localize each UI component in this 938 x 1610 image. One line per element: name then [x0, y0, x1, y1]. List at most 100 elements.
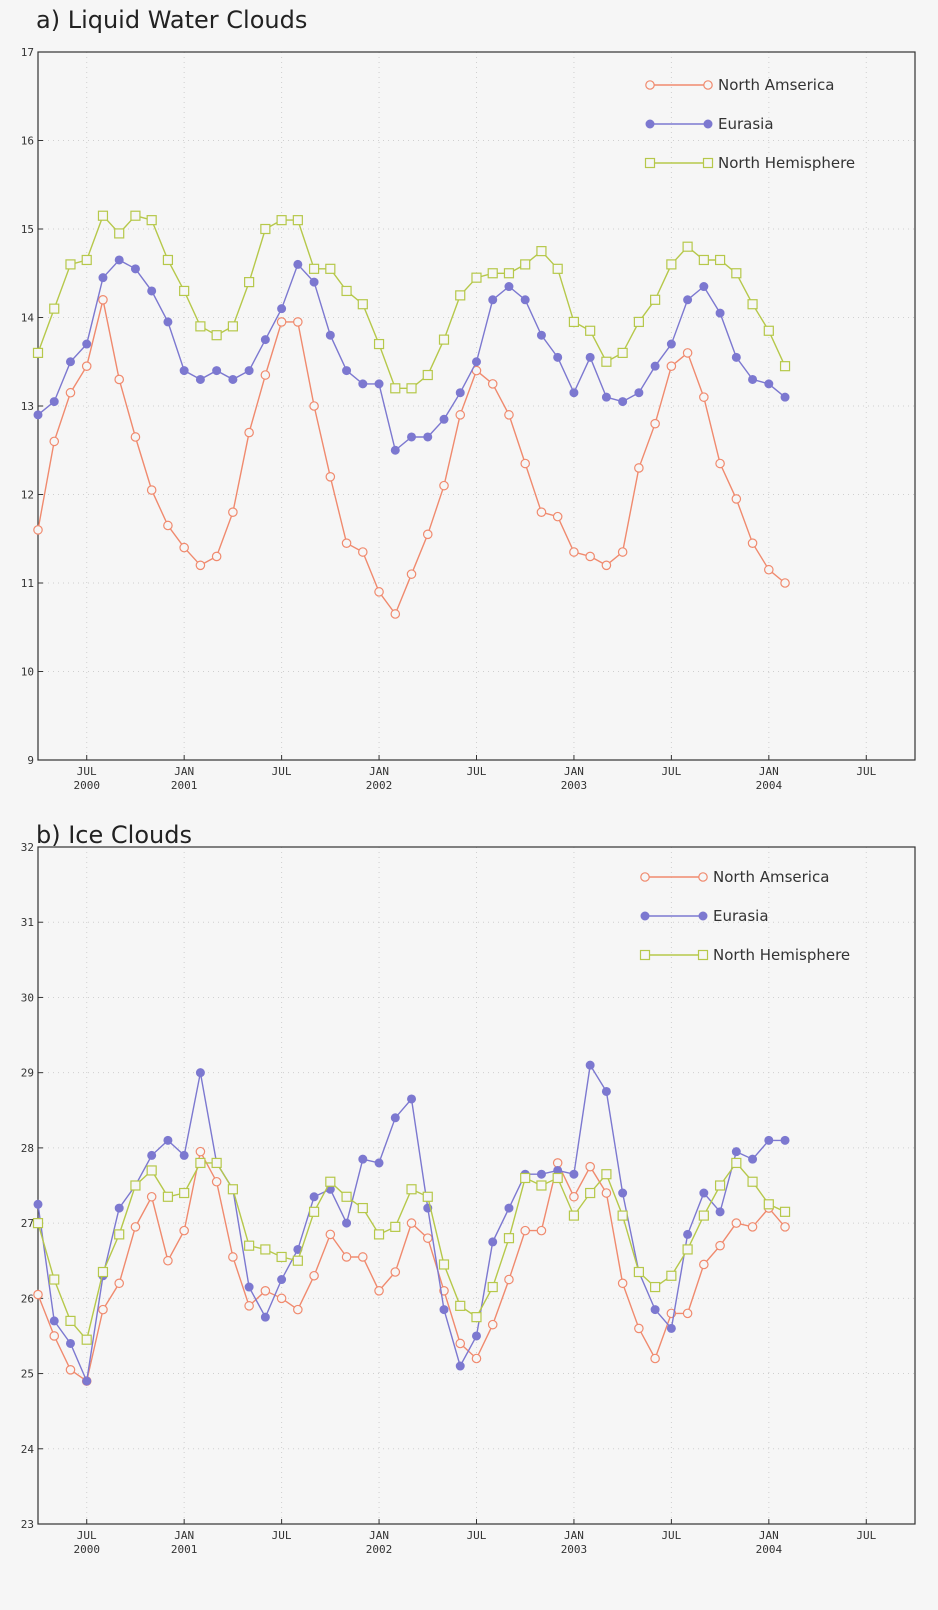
data-point	[65, 357, 75, 367]
x-tick-label: JAN	[369, 765, 389, 778]
data-point	[407, 1094, 417, 1104]
data-point	[487, 268, 498, 279]
data-point	[179, 1150, 189, 1160]
data-point	[536, 1169, 546, 1179]
data-point	[455, 410, 466, 420]
legend-marker	[702, 157, 714, 169]
legend-item: Eurasia	[645, 115, 774, 133]
y-tick-label: 15	[21, 223, 34, 236]
data-point	[357, 1202, 368, 1214]
legend-item: North Amserica	[645, 76, 834, 94]
data-point	[439, 414, 449, 424]
data-point	[406, 569, 417, 579]
data-point	[81, 1334, 92, 1345]
data-point	[455, 290, 466, 301]
data-point	[130, 1222, 141, 1232]
data-point	[764, 1135, 774, 1145]
data-point	[309, 1270, 319, 1281]
data-point	[390, 383, 401, 394]
x-tick-label: JUL	[272, 765, 292, 778]
data-point	[276, 1251, 287, 1263]
data-point	[536, 1180, 547, 1191]
data-point	[763, 1199, 774, 1210]
legend-item: North Hemisphere	[639, 946, 850, 964]
data-point	[698, 254, 709, 266]
data-point	[33, 525, 43, 535]
data-point	[520, 458, 531, 469]
data-point	[325, 1176, 336, 1187]
data-point	[715, 1207, 725, 1217]
x-tick-label: JAN	[369, 1529, 389, 1542]
legend-item: North Amserica	[640, 868, 829, 886]
data-point	[731, 1157, 742, 1169]
data-point	[33, 410, 43, 420]
data-point	[747, 1176, 758, 1187]
data-point	[585, 1060, 595, 1070]
data-point	[49, 1274, 60, 1285]
data-point	[650, 1353, 660, 1364]
data-point	[422, 369, 433, 381]
data-point	[504, 282, 514, 292]
data-point	[195, 374, 205, 384]
series-north-amserica	[33, 294, 790, 619]
data-point	[114, 255, 124, 265]
data-point	[763, 325, 774, 336]
data-point	[341, 1191, 352, 1202]
data-point	[130, 1180, 141, 1191]
data-point	[585, 1187, 596, 1199]
legend-label: North Hemisphere	[713, 946, 850, 964]
data-point	[504, 1274, 514, 1285]
data-point	[390, 609, 401, 619]
data-point	[520, 1172, 531, 1184]
data-point	[682, 241, 693, 252]
legend-marker	[640, 872, 650, 882]
data-point	[97, 210, 109, 221]
data-point	[227, 321, 238, 332]
data-point	[358, 1252, 368, 1262]
data-point	[49, 397, 59, 407]
data-point	[552, 1172, 563, 1184]
data-point	[114, 1229, 125, 1240]
data-point	[179, 285, 190, 297]
data-point	[585, 1161, 595, 1172]
data-point	[714, 1180, 726, 1191]
data-point	[536, 507, 547, 517]
legend-label: Eurasia	[718, 115, 774, 133]
data-point	[504, 1203, 514, 1213]
data-point	[163, 317, 173, 327]
data-point	[98, 273, 108, 283]
data-point	[585, 325, 596, 336]
legend: North Amserica Eurasia North Hemisphere	[644, 76, 855, 172]
data-point	[98, 294, 108, 305]
x-tick-label: JUL	[856, 765, 876, 778]
data-point	[666, 1323, 676, 1333]
data-point	[487, 1319, 498, 1330]
x-tick-label: JAN	[564, 765, 584, 778]
data-point	[179, 1187, 190, 1199]
data-point	[747, 299, 758, 310]
data-point	[325, 330, 335, 340]
data-point	[163, 1135, 173, 1145]
data-point	[487, 1281, 498, 1293]
series-north-amserica	[33, 1146, 790, 1386]
y-tick-label: 29	[21, 1067, 34, 1080]
data-point	[779, 1206, 791, 1217]
legend-marker	[703, 80, 713, 90]
legend-marker	[645, 119, 655, 129]
legend-marker	[698, 872, 708, 882]
data-point	[292, 1255, 303, 1266]
data-point	[552, 511, 563, 522]
data-point	[212, 366, 222, 376]
data-point	[244, 1282, 254, 1292]
data-point	[520, 259, 531, 270]
y-tick-label: 13	[21, 400, 34, 413]
data-point	[779, 361, 791, 372]
data-point	[211, 551, 222, 562]
data-point	[601, 1169, 612, 1180]
data-point	[699, 392, 709, 402]
data-point	[276, 215, 287, 226]
data-point	[666, 361, 677, 371]
data-point	[407, 432, 417, 442]
data-point	[633, 1266, 644, 1278]
data-point	[666, 339, 676, 349]
